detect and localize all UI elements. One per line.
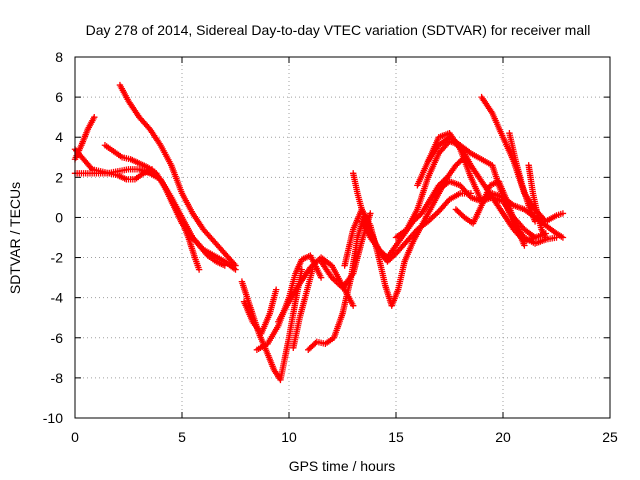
x-tick-label: 25 — [602, 429, 618, 445]
x-tick-label: 5 — [178, 429, 186, 445]
series-arc-3 — [71, 166, 239, 273]
series-arc-2 — [71, 113, 98, 163]
y-tick-label: 2 — [55, 169, 63, 185]
series-arc-11 — [290, 266, 316, 352]
data-point-marker — [87, 164, 95, 172]
y-tick-label: -8 — [51, 370, 64, 386]
axis-ticks — [74, 56, 611, 419]
data-point-marker — [232, 262, 239, 269]
y-tick-label: -10 — [43, 410, 63, 426]
data-point-marker — [531, 234, 539, 241]
y-tick-label: 4 — [55, 129, 63, 145]
data-marks — [71, 81, 567, 384]
series-arc-21 — [452, 178, 528, 249]
x-tick-label: 15 — [388, 429, 404, 445]
y-axis-label: SDTVAR / TECUs — [7, 182, 23, 294]
x-tick-label: 10 — [281, 429, 297, 445]
data-point-marker — [272, 286, 280, 293]
series-arc-24 — [525, 162, 549, 241]
data-point-marker — [521, 242, 528, 249]
series-arc-7 — [238, 266, 306, 384]
y-tick-label: 8 — [55, 49, 63, 65]
data-point-marker — [309, 266, 316, 273]
data-point-marker — [367, 210, 374, 217]
y-tick-label: -6 — [51, 330, 64, 346]
x-tick-labels: 0 5 10 15 20 25 — [71, 429, 618, 445]
data-point-marker — [542, 234, 549, 241]
series-arc-6 — [168, 196, 203, 273]
x-axis-label: GPS time / hours — [289, 458, 396, 474]
data-point-marker — [221, 262, 228, 269]
y-tick-label: -4 — [51, 290, 64, 306]
y-tick-label: -2 — [51, 250, 64, 266]
x-tick-label: 20 — [495, 429, 511, 445]
y-tick-labels: -10 -8 -6 -4 -2 0 2 4 6 8 — [43, 49, 63, 426]
series-arc-16 — [358, 174, 451, 261]
y-tick-label: 6 — [55, 89, 63, 105]
data-point-marker — [559, 234, 567, 241]
x-tick-label: 0 — [71, 429, 79, 445]
data-point-marker — [91, 113, 98, 121]
data-point-marker — [312, 339, 319, 347]
data-point-marker — [559, 210, 567, 217]
series-arc-22 — [478, 93, 567, 225]
data-point-marker — [317, 274, 325, 281]
chart-title: Day 278 of 2014, Sidereal Day-to-day VTE… — [86, 22, 591, 38]
data-point-marker — [350, 302, 357, 309]
series-arc-8 — [240, 286, 280, 337]
series-arc-23 — [506, 130, 539, 225]
y-tick-label: 0 — [55, 209, 63, 225]
data-point-marker — [195, 266, 203, 273]
series-arc-5 — [116, 81, 239, 269]
plot-frame — [74, 56, 611, 419]
